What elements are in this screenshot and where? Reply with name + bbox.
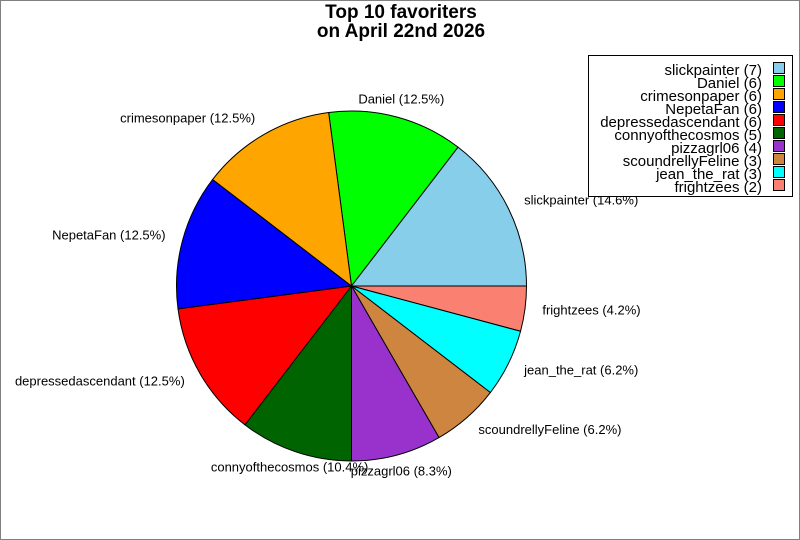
svg-text:crimesonpaper (12.5%): crimesonpaper (12.5%) (120, 111, 255, 126)
svg-text:connyofthecosmos (10.4%): connyofthecosmos (10.4%) (211, 460, 369, 475)
svg-text:NepetaFan (12.5%): NepetaFan (12.5%) (52, 228, 165, 243)
svg-text:scoundrellyFeline (6.2%): scoundrellyFeline (6.2%) (478, 422, 621, 437)
svg-text:jean_the_rat (6.2%): jean_the_rat (6.2%) (523, 363, 638, 378)
svg-text:frightzees (4.2%): frightzees (4.2%) (542, 303, 640, 318)
svg-text:depressedascendant (12.5%): depressedascendant (12.5%) (15, 374, 185, 389)
svg-text:Daniel (12.5%): Daniel (12.5%) (358, 91, 444, 106)
